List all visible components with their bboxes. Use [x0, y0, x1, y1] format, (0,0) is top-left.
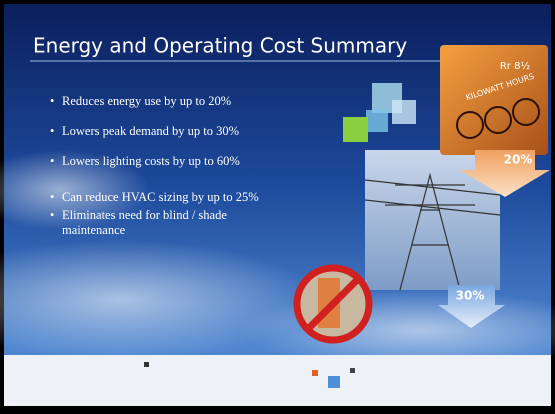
title: Energy and Operating Cost Summary: [33, 34, 407, 58]
deco: [350, 368, 355, 373]
deco: [328, 376, 340, 388]
bullet: Can reduce HVAC sizing by up to 25%: [50, 190, 300, 205]
bullet-list: Reduces energy use by up to 20% Lowers p…: [50, 94, 300, 238]
meter-text: Rr 8½: [500, 60, 531, 72]
arrow-label: 30%: [456, 289, 485, 303]
deco: [144, 362, 149, 367]
bottom-band: [4, 355, 551, 406]
bullet: Eliminates need for blind / shade mainte…: [50, 208, 227, 238]
bullet: Lowers peak demand by up to 30%: [50, 124, 300, 139]
bullet: Lowers lighting costs by up to 60%: [50, 154, 300, 169]
deco: [312, 370, 318, 376]
bullet: Reduces energy use by up to 20%: [50, 94, 300, 109]
slide: Energy and Operating Cost Summary Rr 8½ …: [0, 0, 555, 414]
arrow-label: 20%: [504, 153, 533, 167]
no-sign: [295, 266, 371, 342]
